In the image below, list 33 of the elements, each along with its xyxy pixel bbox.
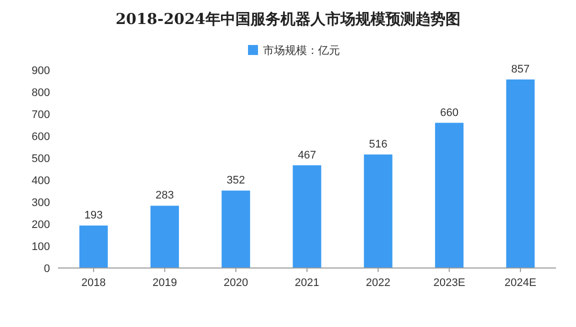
x-tick-label: 2020 — [224, 277, 248, 289]
bar — [506, 79, 535, 268]
x-tick-label: 2019 — [152, 277, 177, 289]
data-label: 857 — [511, 63, 530, 76]
bar — [364, 154, 392, 268]
x-tick-label: 2024E — [504, 277, 536, 289]
legend-label: 市场规模：亿元 — [263, 44, 340, 57]
data-label: 516 — [368, 138, 388, 150]
data-label: 193 — [84, 210, 103, 222]
bar — [222, 190, 250, 268]
x-tick-label: 2022 — [366, 277, 390, 289]
y-tick-label: 500 — [32, 152, 50, 165]
y-tick-label: 100 — [32, 240, 50, 253]
y-tick-label: 900 — [32, 64, 50, 77]
y-tick-label: 300 — [32, 196, 50, 209]
y-tick-label: 0 — [44, 262, 50, 275]
data-label: 352 — [226, 174, 246, 187]
y-tick-label: 600 — [32, 130, 50, 143]
data-label: 660 — [440, 106, 458, 119]
x-tick-label: 2018 — [81, 277, 106, 289]
data-label: 283 — [156, 190, 174, 202]
y-tick-label: 400 — [32, 174, 50, 187]
bar — [292, 165, 322, 268]
y-tick-label: 800 — [32, 86, 50, 99]
chart-title: 2018-2024年中国服务机器人市场规模预测趋势图 — [116, 10, 460, 28]
bar — [435, 122, 464, 268]
bar — [150, 206, 179, 268]
x-tick-label: 2021 — [294, 277, 320, 289]
bar — [79, 226, 108, 268]
y-tick-label: 700 — [32, 108, 50, 121]
x-tick-label: 2023E — [433, 277, 466, 289]
y-tick-label: 200 — [32, 218, 50, 231]
data-label: 467 — [298, 149, 316, 162]
